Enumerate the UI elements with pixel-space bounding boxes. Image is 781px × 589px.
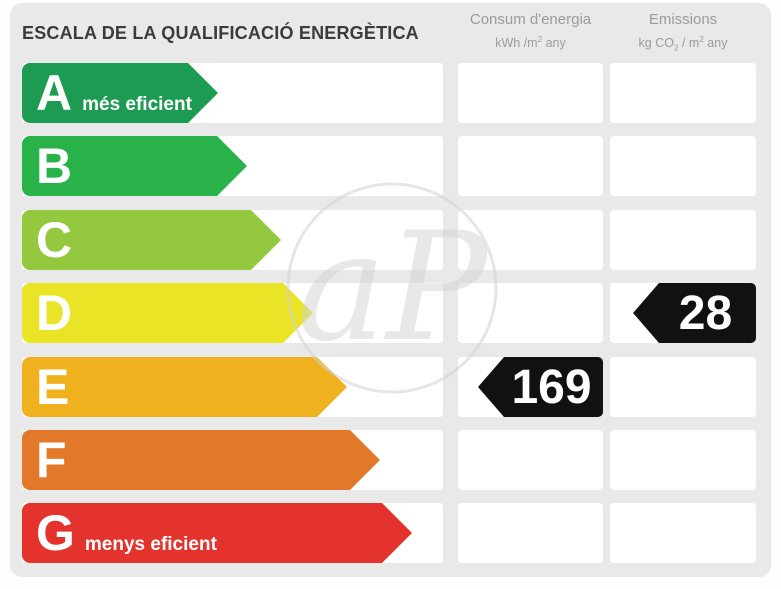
grade-letter: F	[36, 432, 67, 488]
emissions-value-badge: 28	[633, 283, 756, 343]
energy-certificate-card: ESCALA DE LA QUALIFICACIÓ ENERGÈTICA Con…	[10, 3, 771, 577]
consumption-cell	[458, 136, 603, 196]
grade-letter: C	[36, 212, 73, 268]
scale-row-f: F	[10, 430, 771, 490]
consumption-cell	[458, 283, 603, 343]
emissions-column-header: Emissions kg CO2 / m2 any	[610, 11, 756, 56]
rating-arrow-a: A més eficient	[22, 63, 218, 123]
consumption-column-label: Consum d'energia	[469, 11, 592, 28]
rating-arrow-g: G menys eficient	[22, 503, 412, 563]
emissions-cell	[610, 357, 756, 417]
scale-row-g: G menys eficient	[10, 503, 771, 563]
consumption-column-unit: kWh /m2 any	[495, 35, 566, 51]
grade-letter: E	[36, 359, 70, 415]
emissions-cell	[610, 430, 756, 490]
scale-row-a: A més eficient	[10, 63, 771, 123]
grade-letter: A	[36, 65, 73, 121]
emissions-value: 28	[678, 286, 733, 340]
consumption-value-badge: 169	[478, 357, 603, 417]
rating-arrow-d: D	[22, 283, 313, 343]
emissions-column-unit: kg CO2 / m2 any	[638, 35, 728, 53]
consumption-value: 169	[511, 360, 592, 414]
efficiency-note: més eficient	[82, 94, 192, 115]
rating-arrow-b: B	[22, 136, 247, 196]
consumption-cell	[458, 503, 603, 563]
efficiency-note: menys eficient	[84, 534, 217, 555]
scale-row-e: E 169	[10, 357, 771, 417]
consumption-column-header: Consum d'energia kWh /m2 any	[458, 11, 603, 51]
emissions-cell	[610, 210, 756, 270]
emissions-cell	[610, 136, 756, 196]
consumption-cell	[458, 430, 603, 490]
rating-arrow-e: E	[22, 357, 347, 417]
grade-letter: B	[36, 138, 73, 194]
scale-row-b: B	[10, 136, 771, 196]
scale-row-d: D 28	[10, 283, 771, 343]
emissions-cell	[610, 503, 756, 563]
rating-arrow-f: F	[22, 430, 380, 490]
page-title: ESCALA DE LA QUALIFICACIÓ ENERGÈTICA	[22, 23, 419, 43]
consumption-cell	[458, 210, 603, 270]
emissions-column-label: Emissions	[648, 11, 718, 28]
grade-letter: D	[36, 285, 73, 341]
rating-arrow-c: C	[22, 210, 281, 270]
scale-row-c: C	[10, 210, 771, 270]
consumption-cell	[458, 63, 603, 123]
emissions-cell	[610, 63, 756, 123]
grade-letter: G	[36, 505, 75, 561]
